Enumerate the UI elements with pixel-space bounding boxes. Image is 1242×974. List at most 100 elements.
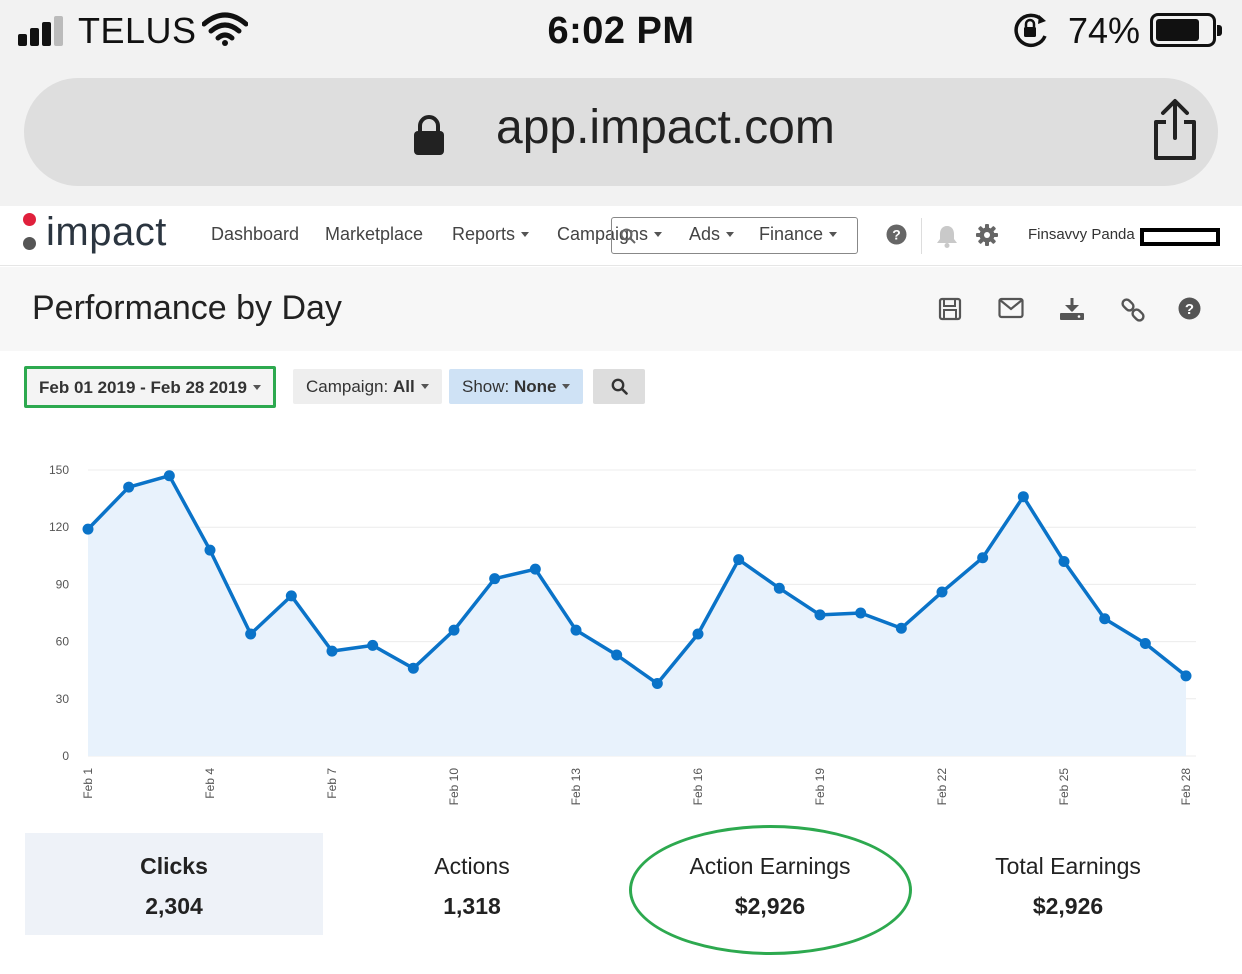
help-icon[interactable]: ? bbox=[886, 224, 907, 250]
app-navbar: impact Dashboard Marketplace Reports Cam… bbox=[0, 206, 1242, 266]
data-point bbox=[367, 639, 379, 651]
data-point bbox=[489, 573, 501, 585]
link-icon[interactable] bbox=[1120, 297, 1146, 328]
data-point bbox=[895, 622, 907, 634]
data-point bbox=[82, 523, 94, 535]
data-point bbox=[204, 544, 216, 556]
data-point bbox=[814, 609, 826, 621]
summary-label: Clicks bbox=[140, 853, 208, 879]
campaign-filter-value: All bbox=[392, 377, 415, 396]
logo-mark bbox=[23, 237, 36, 250]
redacted-box bbox=[1140, 228, 1220, 246]
chevron-down-icon bbox=[420, 384, 429, 389]
data-point bbox=[123, 481, 135, 493]
nav-dashboard[interactable]: Dashboard bbox=[211, 224, 299, 245]
show-filter-dropdown[interactable]: Show: None bbox=[449, 369, 584, 404]
data-point bbox=[692, 628, 704, 640]
battery-icon bbox=[1150, 13, 1222, 47]
data-point bbox=[651, 678, 663, 690]
summary-card-clicks[interactable]: Clicks 2,304 bbox=[25, 833, 323, 935]
y-tick-label: 90 bbox=[56, 577, 70, 591]
carrier-name: TELUS bbox=[78, 10, 197, 51]
search-button[interactable] bbox=[593, 369, 645, 404]
ios-status-bar: TELUS 6:02 PM 74% bbox=[0, 0, 1242, 66]
data-point bbox=[285, 590, 297, 602]
save-icon[interactable] bbox=[938, 297, 962, 326]
x-tick-label: Feb 1 bbox=[81, 768, 95, 799]
summary-label: Actions bbox=[434, 853, 510, 879]
chevron-down-icon bbox=[562, 384, 571, 389]
x-tick-label: Feb 16 bbox=[691, 768, 705, 806]
summary-value: $2,926 bbox=[1032, 893, 1104, 919]
nav-search-box[interactable] bbox=[611, 217, 858, 254]
chevron-down-icon bbox=[521, 232, 530, 237]
nav-marketplace[interactable]: Marketplace bbox=[325, 224, 423, 245]
y-tick-label: 30 bbox=[56, 692, 70, 706]
data-point bbox=[570, 624, 582, 636]
chevron-down-icon bbox=[726, 232, 735, 237]
data-point bbox=[1017, 491, 1029, 503]
download-icon[interactable] bbox=[1059, 297, 1085, 326]
data-point bbox=[1139, 638, 1151, 650]
x-tick-label: Feb 25 bbox=[1057, 768, 1071, 806]
date-range-value: Feb 01 2019 - Feb 28 2019 bbox=[39, 378, 247, 397]
chevron-down-icon bbox=[829, 232, 838, 237]
data-point bbox=[611, 649, 623, 661]
campaign-filter-label: Campaign: bbox=[306, 377, 389, 396]
y-tick-label: 150 bbox=[49, 463, 69, 477]
chevron-down-icon bbox=[654, 232, 663, 237]
data-point bbox=[773, 582, 785, 594]
data-point bbox=[529, 563, 541, 575]
summary-value: 2,304 bbox=[145, 893, 203, 919]
wifi-icon bbox=[201, 12, 249, 51]
gear-icon[interactable] bbox=[976, 224, 998, 251]
nav-dashboard-label: Dashboard bbox=[211, 224, 300, 244]
svg-text:?: ? bbox=[892, 227, 901, 243]
nav-ads[interactable]: Ads bbox=[689, 224, 735, 245]
y-tick-label: 60 bbox=[56, 635, 70, 649]
x-tick-label: Feb 22 bbox=[935, 768, 949, 806]
campaign-filter-dropdown[interactable]: Campaign: All bbox=[293, 369, 442, 404]
address-bar[interactable]: app.impact.com bbox=[24, 78, 1218, 186]
browser-toolbar: app.impact.com bbox=[0, 66, 1242, 206]
battery-percent: 74% bbox=[1068, 10, 1141, 51]
status-time: 6:02 PM bbox=[547, 10, 695, 52]
x-tick-label: Feb 7 bbox=[325, 768, 339, 799]
x-tick-label: Feb 4 bbox=[203, 768, 217, 799]
logo-text: impact bbox=[46, 210, 167, 254]
url-text: app.impact.com bbox=[496, 101, 835, 154]
nav-finance[interactable]: Finance bbox=[759, 224, 838, 245]
series-line bbox=[86, 473, 1188, 686]
help-icon[interactable]: ? bbox=[1178, 297, 1201, 325]
show-filter-value: None bbox=[513, 377, 557, 396]
user-name[interactable]: Finsavvy Panda bbox=[1028, 226, 1135, 243]
nav-divider bbox=[921, 218, 922, 254]
share-icon[interactable] bbox=[1150, 98, 1200, 167]
nav-ads-label: Ads bbox=[689, 224, 721, 244]
svg-text:?: ? bbox=[1185, 301, 1194, 318]
x-tick-label: Feb 13 bbox=[569, 768, 583, 806]
y-tick-label: 0 bbox=[62, 749, 69, 763]
nav-reports[interactable]: Reports bbox=[452, 224, 530, 245]
summary-label: Total Earnings bbox=[995, 853, 1141, 879]
bell-icon[interactable] bbox=[936, 224, 958, 253]
summary-value: 1,318 bbox=[443, 893, 501, 919]
logo-accent-dot bbox=[23, 213, 36, 226]
data-point bbox=[245, 628, 257, 640]
search-icon bbox=[620, 228, 636, 249]
data-point bbox=[733, 554, 745, 566]
data-point bbox=[936, 586, 948, 598]
search-icon bbox=[611, 378, 628, 395]
data-point bbox=[1058, 556, 1070, 568]
lock-icon bbox=[412, 114, 446, 161]
x-tick-label: Feb 19 bbox=[813, 768, 827, 806]
x-tick-label: Feb 10 bbox=[447, 768, 461, 806]
date-range-dropdown[interactable]: Feb 01 2019 - Feb 28 2019 bbox=[24, 366, 276, 408]
data-point bbox=[407, 662, 419, 674]
data-point bbox=[1180, 670, 1192, 682]
summary-card-total-earnings[interactable]: Total Earnings $2,926 bbox=[919, 833, 1217, 935]
data-point bbox=[163, 470, 175, 482]
summary-card-actions[interactable]: Actions 1,318 bbox=[323, 833, 621, 935]
email-icon[interactable] bbox=[998, 297, 1024, 324]
page-header: Performance by Day ? bbox=[0, 267, 1242, 351]
